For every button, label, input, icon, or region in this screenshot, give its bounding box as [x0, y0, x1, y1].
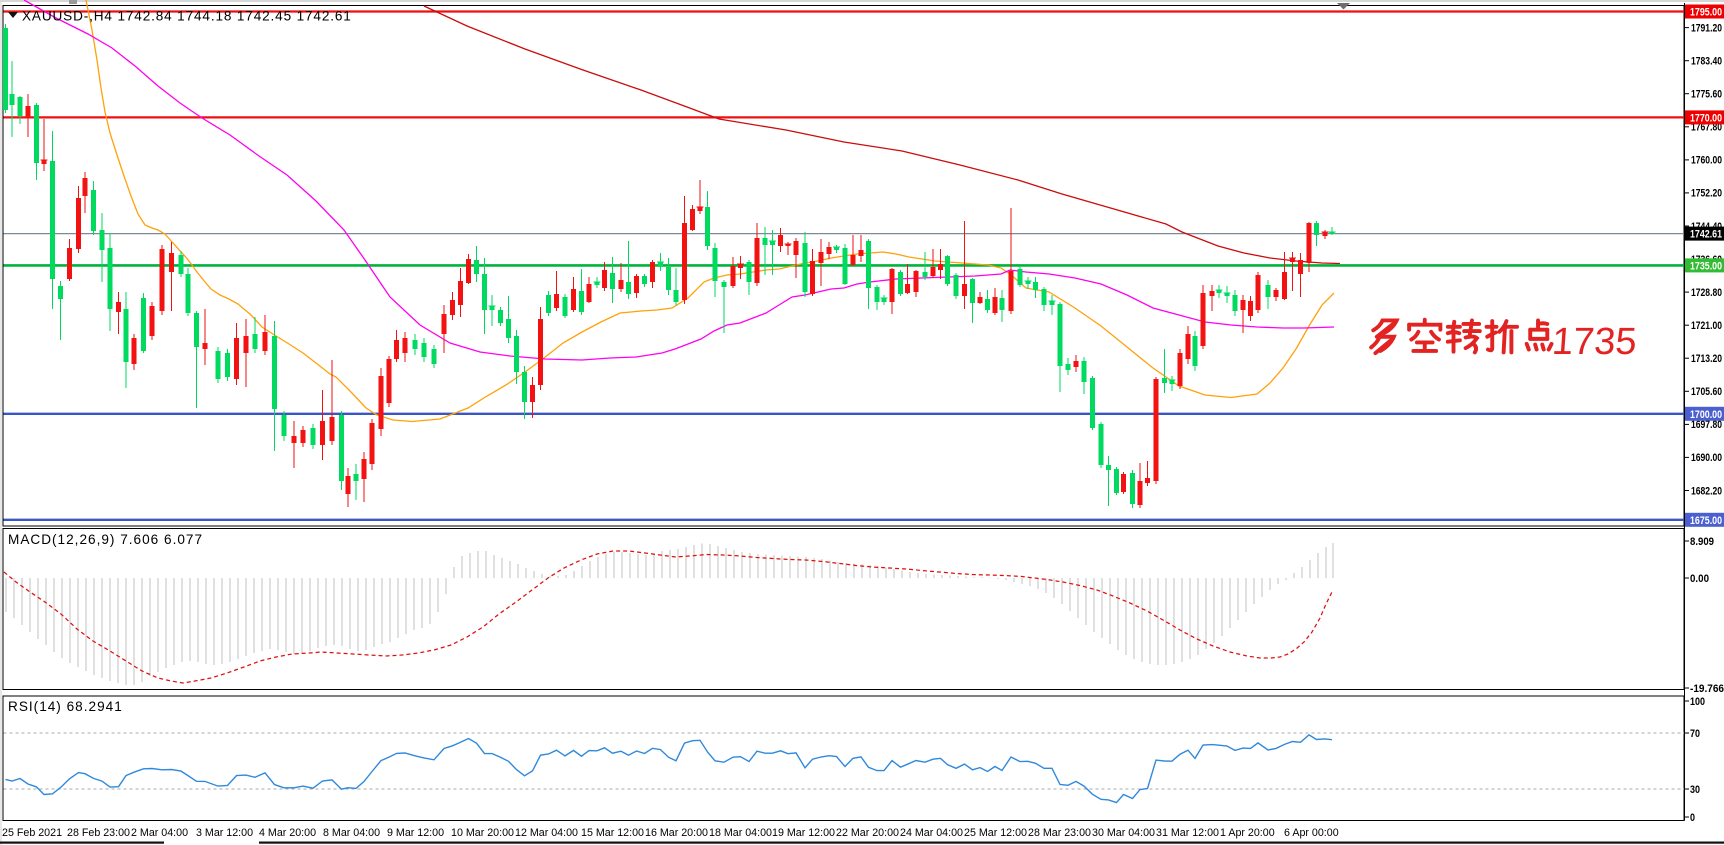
svg-text:1735: 1735	[1551, 321, 1638, 363]
svg-text:8.909: 8.909	[1690, 536, 1714, 548]
svg-text:XAUUSD-,H4 1742.84 1744.18 17: XAUUSD-,H4 1742.84 1744.18 1742.45 1742.…	[22, 9, 352, 24]
svg-text:1791.20: 1791.20	[1691, 22, 1722, 34]
svg-text:RSI(14) 68.2941: RSI(14) 68.2941	[8, 699, 123, 714]
svg-text:3 Mar 12:00: 3 Mar 12:00	[196, 827, 253, 839]
svg-text:9 Mar 12:00: 9 Mar 12:00	[387, 827, 444, 839]
svg-text:1795.00: 1795.00	[1690, 7, 1722, 19]
svg-text:1735.00: 1735.00	[1690, 260, 1722, 272]
svg-text:1675.00: 1675.00	[1690, 515, 1722, 527]
svg-text:18 Mar 04:00: 18 Mar 04:00	[709, 827, 772, 839]
svg-text:10 Mar 20:00: 10 Mar 20:00	[451, 827, 514, 839]
svg-text:30 Mar 04:00: 30 Mar 04:00	[1092, 827, 1155, 839]
svg-text:MACD(12,26,9) 7.606 6.077: MACD(12,26,9) 7.606 6.077	[8, 532, 203, 547]
svg-text:6 Apr 00:00: 6 Apr 00:00	[1284, 827, 1339, 839]
svg-text:1767.80: 1767.80	[1691, 122, 1722, 134]
svg-text:1682.20: 1682.20	[1691, 485, 1722, 497]
svg-text:1700.00: 1700.00	[1690, 409, 1722, 421]
svg-text:1697.80: 1697.80	[1691, 419, 1722, 431]
svg-text:1728.80: 1728.80	[1691, 287, 1722, 299]
svg-text:1721.00: 1721.00	[1691, 320, 1722, 332]
svg-text:1760.00: 1760.00	[1691, 155, 1722, 167]
svg-text:1690.00: 1690.00	[1691, 452, 1722, 464]
svg-text:15 Mar 12:00: 15 Mar 12:00	[581, 827, 644, 839]
svg-text:12 Mar 04:00: 12 Mar 04:00	[515, 827, 578, 839]
svg-text:28 Feb 23:00: 28 Feb 23:00	[67, 827, 130, 839]
svg-text:2 Mar 04:00: 2 Mar 04:00	[131, 827, 188, 839]
svg-text:22 Mar 20:00: 22 Mar 20:00	[836, 827, 899, 839]
svg-text:16 Mar 20:00: 16 Mar 20:00	[645, 827, 708, 839]
svg-text:70: 70	[1690, 728, 1700, 740]
svg-text:19 Mar 12:00: 19 Mar 12:00	[772, 827, 835, 839]
svg-text:0: 0	[1690, 812, 1695, 824]
svg-text:4 Mar 20:00: 4 Mar 20:00	[259, 827, 316, 839]
svg-text:25 Mar 12:00: 25 Mar 12:00	[964, 827, 1027, 839]
svg-text:8 Mar 04:00: 8 Mar 04:00	[323, 827, 380, 839]
svg-text:24 Mar 04:00: 24 Mar 04:00	[900, 827, 963, 839]
svg-text:-19.766: -19.766	[1690, 683, 1724, 695]
svg-text:31 Mar 12:00: 31 Mar 12:00	[1156, 827, 1219, 839]
svg-text:1713.20: 1713.20	[1691, 353, 1722, 365]
svg-text:1770.00: 1770.00	[1690, 112, 1722, 124]
svg-text:25 Feb 2021: 25 Feb 2021	[2, 827, 62, 839]
svg-text:1705.60: 1705.60	[1691, 386, 1722, 398]
svg-text:1 Apr 20:00: 1 Apr 20:00	[1220, 827, 1275, 839]
svg-text:1783.40: 1783.40	[1691, 56, 1722, 68]
svg-text:100: 100	[1690, 696, 1705, 708]
svg-text:1752.20: 1752.20	[1691, 188, 1722, 200]
svg-text:28 Mar 23:00: 28 Mar 23:00	[1028, 827, 1091, 839]
svg-text:0.00: 0.00	[1690, 573, 1709, 585]
svg-text:30: 30	[1690, 784, 1700, 796]
svg-text:1775.60: 1775.60	[1691, 89, 1722, 101]
svg-text:1742.61: 1742.61	[1690, 229, 1722, 241]
